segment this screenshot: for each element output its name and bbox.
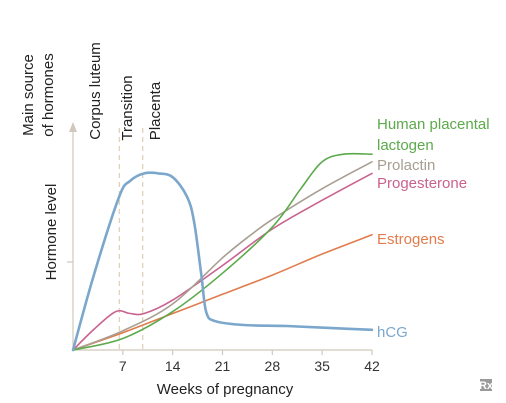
series-line-prolactin <box>72 161 373 351</box>
series-line-human-placental-lactogen <box>72 152 373 351</box>
x-tick-label-28: 28 <box>265 358 281 374</box>
series-label-progesterone: Progesterone <box>377 175 467 192</box>
phase-label-transition: Transition <box>119 75 136 140</box>
y-section-title-line-1: Main source <box>20 54 37 136</box>
series-label-hplacental-line-2: lactogen <box>377 137 434 154</box>
x-tick-label-42: 42 <box>364 358 380 374</box>
x-axis-ticks: 7 14 21 28 35 42 <box>119 350 380 374</box>
series-label-prolactin: Prolactin <box>377 157 435 174</box>
y-axis-title: Hormone level <box>43 184 60 281</box>
series-label-hplacental-line-1: Human placental <box>377 116 490 133</box>
series-line-estrogens <box>72 234 373 351</box>
rx-logo-text: Rx <box>479 380 494 392</box>
x-axis-title: Weeks of pregnancy <box>157 381 294 398</box>
x-tick-label-35: 35 <box>314 358 330 374</box>
rx-logo-badge <box>480 379 492 391</box>
y-axis-arrow <box>69 122 77 132</box>
x-tick-label-14: 14 <box>165 358 181 374</box>
x-tick-label-21: 21 <box>215 358 231 374</box>
series-line-progesterone <box>72 172 373 351</box>
y-section-title-line-2: of hormones <box>40 53 57 136</box>
series-line-hcg <box>71 171 374 352</box>
x-tick-label-7: 7 <box>119 358 127 374</box>
series-label-hcg: hCG <box>377 324 408 341</box>
phase-label-corpus-luteum: Corpus luteum <box>87 42 104 140</box>
series-lines <box>71 152 374 352</box>
series-label-estrogens: Estrogens <box>377 231 445 248</box>
phase-label-placenta: Placenta <box>147 81 164 140</box>
